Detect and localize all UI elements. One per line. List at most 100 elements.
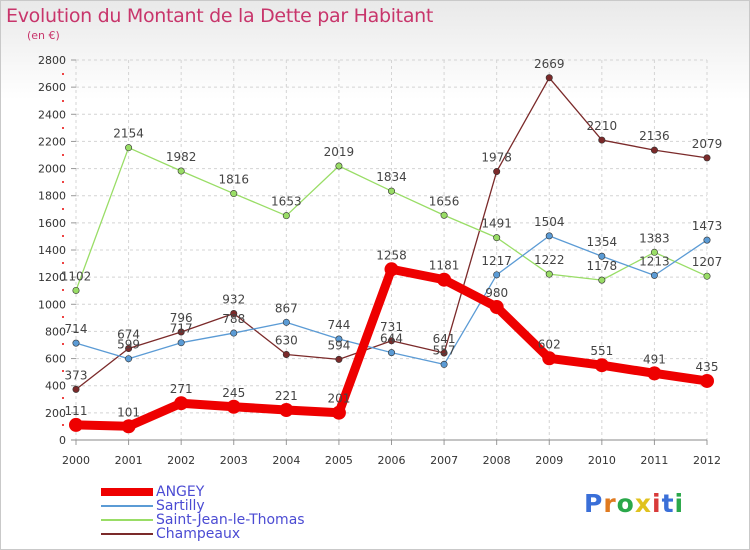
- data-label: 2669: [534, 57, 565, 71]
- data-point: [594, 358, 609, 373]
- data-point: [125, 144, 133, 152]
- data-label: 1354: [587, 235, 618, 249]
- y-axis-dot: [62, 397, 64, 399]
- x-tick-label: 2000: [62, 454, 90, 467]
- logo-letter: P: [584, 489, 604, 518]
- data-point: [387, 337, 395, 345]
- data-point: [72, 286, 80, 294]
- legend-label: Champeaux: [156, 526, 241, 542]
- data-point: [542, 351, 557, 366]
- y-axis-ticks: 0 200 400 600 800 1000 1200 1400 1600 1800 2000 220…: [38, 54, 66, 447]
- legend-label: ANGEY: [156, 484, 205, 500]
- data-point: [545, 270, 553, 278]
- data-label: 2210: [587, 119, 618, 133]
- data-point: [387, 349, 395, 357]
- y-tick-label: 1800: [38, 190, 66, 203]
- data-label: 245: [222, 386, 245, 400]
- y-axis-dot: [62, 154, 64, 156]
- data-label: 980: [485, 286, 508, 300]
- legend-swatch: [101, 533, 153, 535]
- data-label: 1102: [61, 269, 92, 283]
- proxiti-logo: Proxiti: [584, 489, 684, 518]
- data-point: [493, 271, 501, 279]
- data-label: 1816: [218, 173, 249, 187]
- data-label: 101: [117, 405, 140, 419]
- data-label: 1656: [429, 194, 460, 208]
- data-point: [282, 350, 290, 358]
- data-label: 2136: [639, 129, 670, 143]
- data-point: [545, 74, 553, 82]
- data-label: 1213: [639, 254, 670, 268]
- data-label: 630: [275, 334, 298, 348]
- logo-letter: x: [634, 489, 652, 518]
- data-point: [230, 310, 238, 318]
- logo-letter: t: [661, 489, 675, 518]
- data-label: 1982: [166, 150, 197, 164]
- data-point: [598, 276, 606, 284]
- x-tick-label: 2001: [115, 454, 143, 467]
- data-point: [72, 339, 80, 347]
- data-label: 1217: [481, 254, 512, 268]
- data-label: 1491: [481, 217, 512, 231]
- data-label: 1207: [692, 255, 723, 269]
- data-label: 1978: [481, 151, 512, 165]
- data-label: 1258: [376, 248, 407, 262]
- data-point: [226, 399, 241, 414]
- y-axis-dot: [62, 208, 64, 210]
- x-tick-label: 2008: [483, 454, 511, 467]
- data-point: [598, 136, 606, 144]
- y-axis-dot: [62, 127, 64, 129]
- data-point: [387, 187, 395, 195]
- y-tick-label: 200: [45, 407, 66, 420]
- data-label: 744: [327, 318, 350, 332]
- data-point: [650, 271, 658, 279]
- x-tick-label: 2011: [640, 454, 668, 467]
- data-label: 867: [275, 301, 298, 315]
- legend-swatch: [101, 519, 153, 521]
- data-point: [545, 232, 553, 240]
- data-point: [703, 154, 711, 162]
- data-label: 1181: [429, 259, 460, 273]
- y-axis-dot: [62, 181, 64, 183]
- data-label: 644: [380, 332, 403, 346]
- y-tick-label: 400: [45, 380, 66, 393]
- logo-letter: i: [652, 489, 662, 518]
- legend-swatch: [101, 505, 153, 507]
- data-labels: 111 101 271 245 221 201 1258 1181 980 602 551 491 43…: [61, 57, 723, 420]
- data-label: 201: [327, 392, 350, 406]
- y-tick-label: 1200: [38, 271, 66, 284]
- data-point: [650, 146, 658, 154]
- data-point: [177, 167, 185, 175]
- y-axis-dot: [62, 262, 64, 264]
- y-tick-label: 1000: [38, 298, 66, 311]
- data-label: 557: [433, 343, 456, 357]
- data-label: 731: [380, 320, 403, 334]
- y-axis-dot: [62, 370, 64, 372]
- y-axis-dot: [62, 316, 64, 318]
- data-label: 435: [696, 360, 719, 374]
- y-axis-dot: [62, 343, 64, 345]
- y-axis-dot: [62, 235, 64, 237]
- data-label: 221: [275, 389, 298, 403]
- x-tick-label: 2007: [430, 454, 458, 467]
- y-tick-label: 2400: [38, 108, 66, 121]
- data-label: 674: [117, 328, 140, 342]
- x-axis-ticks: 2000 2001 2002 2003 2004 2005 2006 2007 2008 2009…: [62, 454, 721, 467]
- data-point: [440, 349, 448, 357]
- logo-letter: o: [616, 489, 635, 518]
- legend-swatch: [101, 488, 153, 496]
- data-label: 2154: [113, 127, 144, 141]
- data-point: [440, 360, 448, 368]
- data-label: 641: [433, 332, 456, 346]
- data-label: 1473: [692, 219, 723, 233]
- data-label: 602: [538, 337, 561, 351]
- data-label: 599: [117, 338, 140, 352]
- data-point: [335, 335, 343, 343]
- data-label: 714: [65, 322, 88, 336]
- data-point: [703, 236, 711, 244]
- data-label: 1178: [587, 259, 618, 273]
- data-point: [72, 385, 80, 393]
- data-point: [121, 419, 136, 434]
